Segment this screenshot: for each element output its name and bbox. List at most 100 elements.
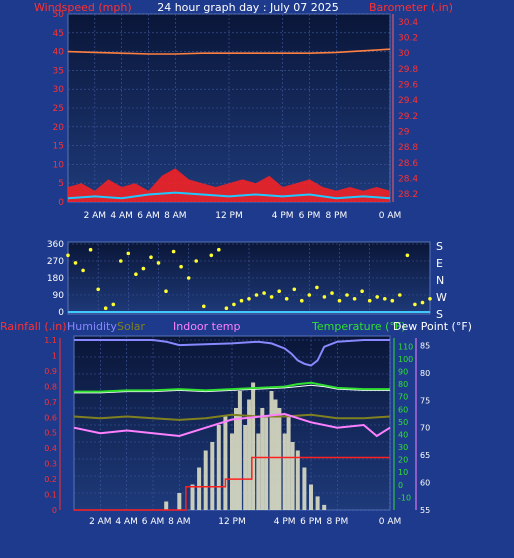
direction-point [269,295,274,299]
solar-bar [256,433,261,510]
barometer-tick-label: 28.4 [398,175,418,185]
direction-point [284,297,289,301]
indoor-tick-label: 60 [420,479,430,488]
solar-bar [251,382,256,510]
time-tick-label: 2 AM [89,517,112,527]
windspeed-tick-label: 5 [58,179,64,189]
rainfall-tick-label: 0.1 [44,491,57,500]
direction-point [322,295,327,299]
rainfall-tick-label: 0.9 [44,367,57,376]
indoor-temp-legend: Indoor temp [173,320,240,333]
temperature-tick-label: 10 [398,468,408,477]
time-tick-label: 2 AM [84,211,107,221]
barometer-tick-label: 28.8 [398,143,418,153]
graph-title: 24 hour graph day : July 07 2025 [157,1,339,14]
windspeed-axis-label: Windspeed (mph) [34,1,132,14]
barometer-axis-label: Barometer (.in) [369,1,453,14]
windspeed-tick-label: 50 [53,10,65,20]
direction-point [375,295,380,299]
direction-point [239,298,244,303]
solar-bar [197,467,202,510]
direction-point [194,259,198,263]
direction-point [164,289,168,294]
barometer-tick-label: 29.2 [398,112,418,122]
direction-point [300,298,304,303]
direction-point [292,287,297,292]
temperature-tick-label: 60 [398,405,408,414]
direction-point [247,297,251,301]
time-tick-label: 6 AM [142,517,165,527]
compass-label: S [436,308,443,321]
solar-bar [290,442,295,510]
direction-point [134,272,138,277]
temperature-tick-label: 80 [398,380,408,389]
direction-point [149,255,153,259]
indoor-tick-label: 75 [420,396,430,405]
direction-tick-label: 180 [47,274,64,284]
rainfall-tick-label: 0.2 [44,475,57,484]
direction-tick-label: 90 [53,291,65,301]
direction-point [254,293,259,297]
direction-point [360,289,364,294]
temperature-legend: Temperature (°F) [311,320,406,333]
windspeed-tick-label: 35 [53,66,64,76]
direction-point [73,261,78,265]
barometer-tick-label: 30 [398,49,410,59]
solar-bar [247,399,252,510]
direction-point [119,259,123,263]
solar-bar [264,416,269,510]
time-tick-label: 4 AM [110,211,133,221]
time-tick-label: 8 PM [325,211,347,221]
time-tick-label: 4 AM [115,517,138,527]
direction-point [337,298,342,303]
direction-point [217,247,221,252]
rainfall-tick-label: 0 [52,506,57,515]
direction-point [224,306,229,311]
direction-point [413,302,417,307]
direction-point [390,298,395,303]
windspeed-tick-label: 25 [53,104,64,114]
time-tick-label: 6 AM [137,211,160,221]
direction-point [352,297,357,301]
time-tick-label: 4 PM [274,517,296,527]
solar-bar [234,408,238,510]
temperature-tick-label: -10 [398,493,411,502]
direction-point [232,302,236,307]
temperature-tick-label: 110 [398,342,413,351]
solar-bar [237,391,242,510]
windspeed-tick-label: 30 [53,85,65,95]
direction-point [209,253,214,258]
time-tick-label: 12 PM [215,211,243,221]
barometer-tick-label: 28.2 [398,190,418,200]
time-tick-label: 0 AM [379,517,402,527]
rainfall-tick-label: 0.4 [44,444,57,453]
direction-point [179,264,183,269]
direction-point [96,287,100,292]
direction-point [405,253,410,258]
direction-point [103,306,108,311]
solar-bar [243,425,248,510]
barometer-tick-label: 28.6 [398,159,418,169]
indoor-temp-line [73,412,391,438]
barometer-line [67,48,391,55]
time-tick-label: 4 PM [272,211,294,221]
windspeed-tick-label: 10 [53,160,65,170]
compass-label: S [436,240,443,253]
direction-point [202,304,206,309]
direction-tick-label: 0 [58,308,64,318]
direction-point [171,249,176,254]
rainfall-legend: Rainfall (.in) [0,320,67,333]
temperature-tick-label: 20 [398,456,408,465]
direction-tick-label: 270 [47,257,64,267]
compass-label: N [436,274,444,287]
barometer-tick-label: 29.8 [398,65,418,75]
solar-bar [315,496,320,510]
solar-bar [269,391,274,510]
solar-bar [164,501,169,510]
time-tick-label: 8 AM [168,517,191,527]
indoor-tick-label: 55 [420,506,430,515]
windspeed-tick-label: 45 [53,29,64,39]
solar-bar [203,450,208,510]
barometer-tick-label: 29 [398,128,410,138]
